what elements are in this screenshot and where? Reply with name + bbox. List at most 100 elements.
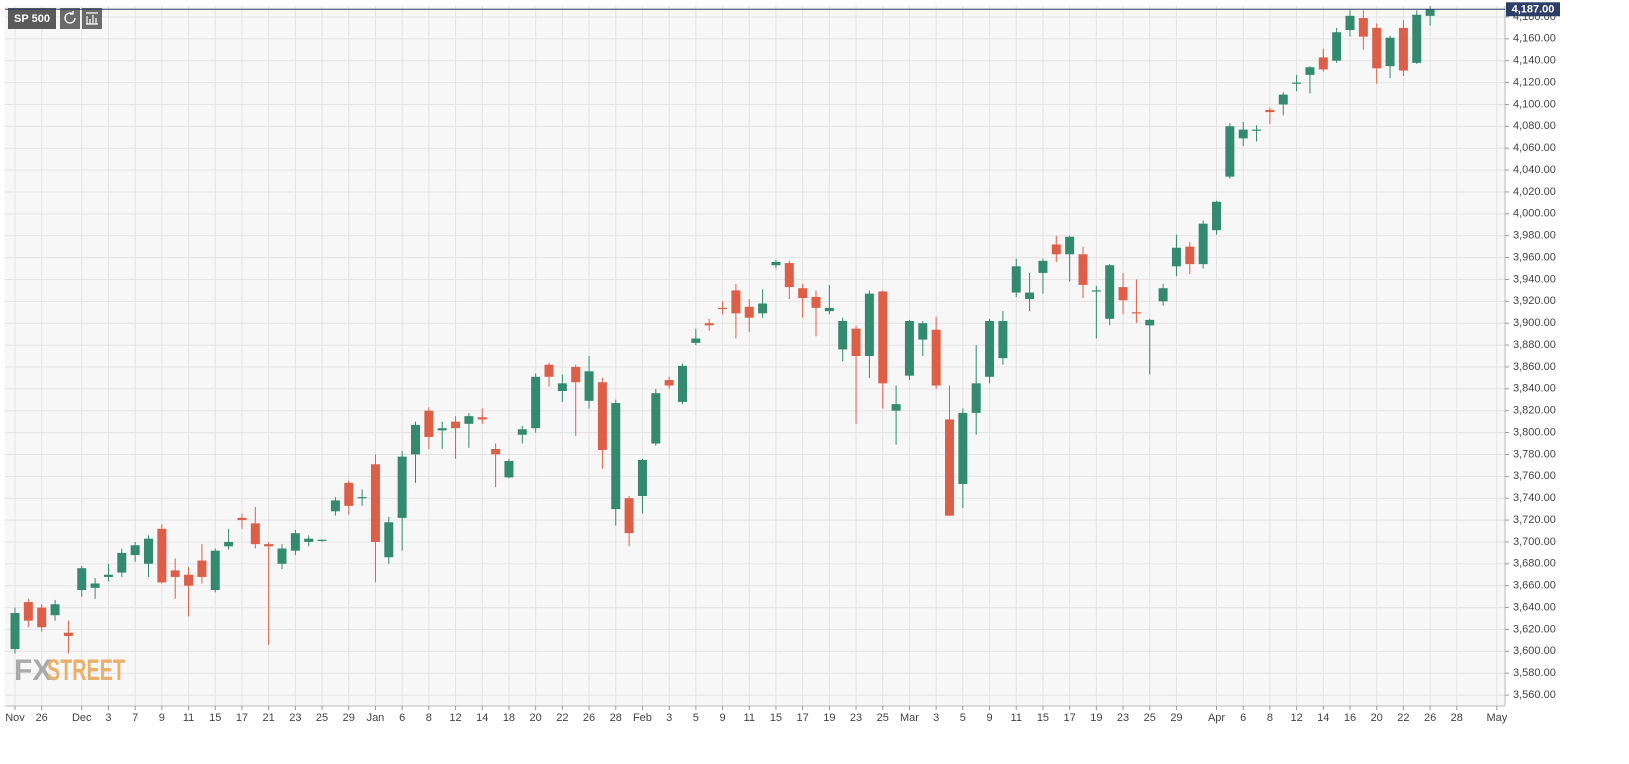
candle-body: [237, 517, 247, 521]
candle-body: [1145, 319, 1155, 326]
candle-body: [678, 365, 687, 402]
y-tick-label: 3,780.00: [1513, 448, 1556, 460]
y-tick-label: 4,060.00: [1513, 142, 1556, 154]
x-tick-label: 15: [209, 712, 221, 724]
x-tick-label: 15: [770, 712, 782, 724]
x-tick-label: 6: [1240, 712, 1246, 724]
candle-body: [424, 410, 434, 437]
candle-body: [170, 570, 180, 577]
y-tick-label: 4,140.00: [1513, 55, 1556, 67]
refresh-button[interactable]: [60, 8, 80, 29]
x-tick-label: 25: [1144, 712, 1156, 724]
candle-body: [90, 583, 100, 588]
candle-body: [1091, 290, 1101, 292]
x-tick-label: Jan: [367, 712, 385, 724]
candle-body: [985, 321, 995, 377]
candle-body: [210, 550, 220, 591]
x-tick-label: 5: [693, 712, 699, 724]
indicator-button[interactable]: [82, 8, 102, 29]
candle-body: [184, 574, 194, 586]
candle-body: [290, 533, 300, 551]
y-tick-label: 3,760.00: [1513, 470, 1556, 482]
candle-body: [1225, 126, 1235, 177]
x-tick-label: Feb: [633, 712, 652, 724]
candle-body: [824, 307, 834, 312]
candle-body: [103, 574, 113, 577]
candle-body: [330, 500, 340, 512]
y-tick-label: 3,720.00: [1513, 514, 1556, 526]
candle-body: [584, 371, 594, 401]
candle-body: [1425, 9, 1435, 16]
x-tick-label: 8: [426, 712, 432, 724]
y-tick-label: 4,000.00: [1513, 208, 1556, 220]
candle-body: [664, 380, 674, 386]
candle-body: [1398, 27, 1408, 71]
candle-body: [370, 464, 380, 542]
candle-body: [264, 544, 274, 547]
candle-body: [784, 263, 794, 288]
y-tick-label: 3,920.00: [1513, 295, 1556, 307]
candle-body: [851, 328, 861, 356]
candle-body: [37, 607, 47, 628]
candle-body: [197, 560, 207, 577]
x-tick-label: 19: [1090, 712, 1102, 724]
y-tick-label: 3,960.00: [1513, 251, 1556, 263]
symbol-box[interactable]: [8, 8, 56, 29]
candle-body: [1171, 247, 1181, 267]
y-tick-label: 3,820.00: [1513, 405, 1556, 417]
candle-body: [304, 538, 314, 542]
x-tick-label: 21: [263, 712, 275, 724]
x-tick-label: 17: [236, 712, 248, 724]
candle-body: [637, 459, 647, 496]
plot-area: [5, 6, 1505, 706]
candle-body: [731, 290, 741, 314]
y-tick-label: 3,900.00: [1513, 317, 1556, 329]
candle-body: [517, 429, 527, 435]
y-tick-label: 4,120.00: [1513, 76, 1556, 88]
candle-body: [811, 296, 821, 308]
y-tick-label: 3,860.00: [1513, 361, 1556, 373]
candle-body: [544, 364, 554, 377]
candle-body: [998, 321, 1008, 359]
y-tick-label: 3,640.00: [1513, 601, 1556, 613]
candle-body: [1412, 14, 1422, 63]
candle-body: [571, 366, 581, 383]
x-tick-label: 11: [1011, 712, 1022, 724]
candle-body: [704, 323, 714, 326]
candle-body: [891, 404, 901, 411]
x-tick-label: 26: [583, 712, 595, 724]
x-tick-label: 19: [823, 712, 835, 724]
candle-body: [931, 329, 941, 386]
candle-body: [50, 604, 60, 616]
candle-body: [624, 498, 634, 534]
x-tick-label: 28: [1451, 712, 1463, 724]
last-price-label: 4,187.00: [1512, 4, 1555, 16]
candle-body: [1318, 57, 1328, 70]
x-tick-label: 14: [476, 712, 488, 724]
candle-body: [477, 417, 487, 420]
y-tick-label: 3,580.00: [1513, 667, 1556, 679]
toolbar: SP 500: [8, 8, 102, 29]
x-tick-label: 3: [666, 712, 672, 724]
candle-body: [1332, 32, 1342, 61]
x-tick-label: 28: [610, 712, 622, 724]
candle-body: [451, 421, 461, 429]
x-tick-label: 25: [316, 712, 328, 724]
y-tick-label: 3,880.00: [1513, 339, 1556, 351]
x-tick-label: 25: [877, 712, 889, 724]
x-tick-label: 22: [1397, 712, 1409, 724]
x-tick-label: 11: [744, 712, 755, 724]
y-tick-label: 3,560.00: [1513, 689, 1556, 701]
y-tick-label: 3,740.00: [1513, 492, 1556, 504]
candle-body: [771, 261, 781, 266]
x-tick-label: 3: [105, 712, 111, 724]
candle-body: [224, 541, 234, 547]
y-tick-label: 3,980.00: [1513, 230, 1556, 242]
y-tick-label: 3,600.00: [1513, 645, 1556, 657]
candle-body: [277, 548, 287, 564]
x-tick-label: 16: [1344, 712, 1356, 724]
x-tick-label: 14: [1317, 712, 1329, 724]
x-tick-label: 17: [1064, 712, 1076, 724]
y-tick-label: 4,020.00: [1513, 186, 1556, 198]
